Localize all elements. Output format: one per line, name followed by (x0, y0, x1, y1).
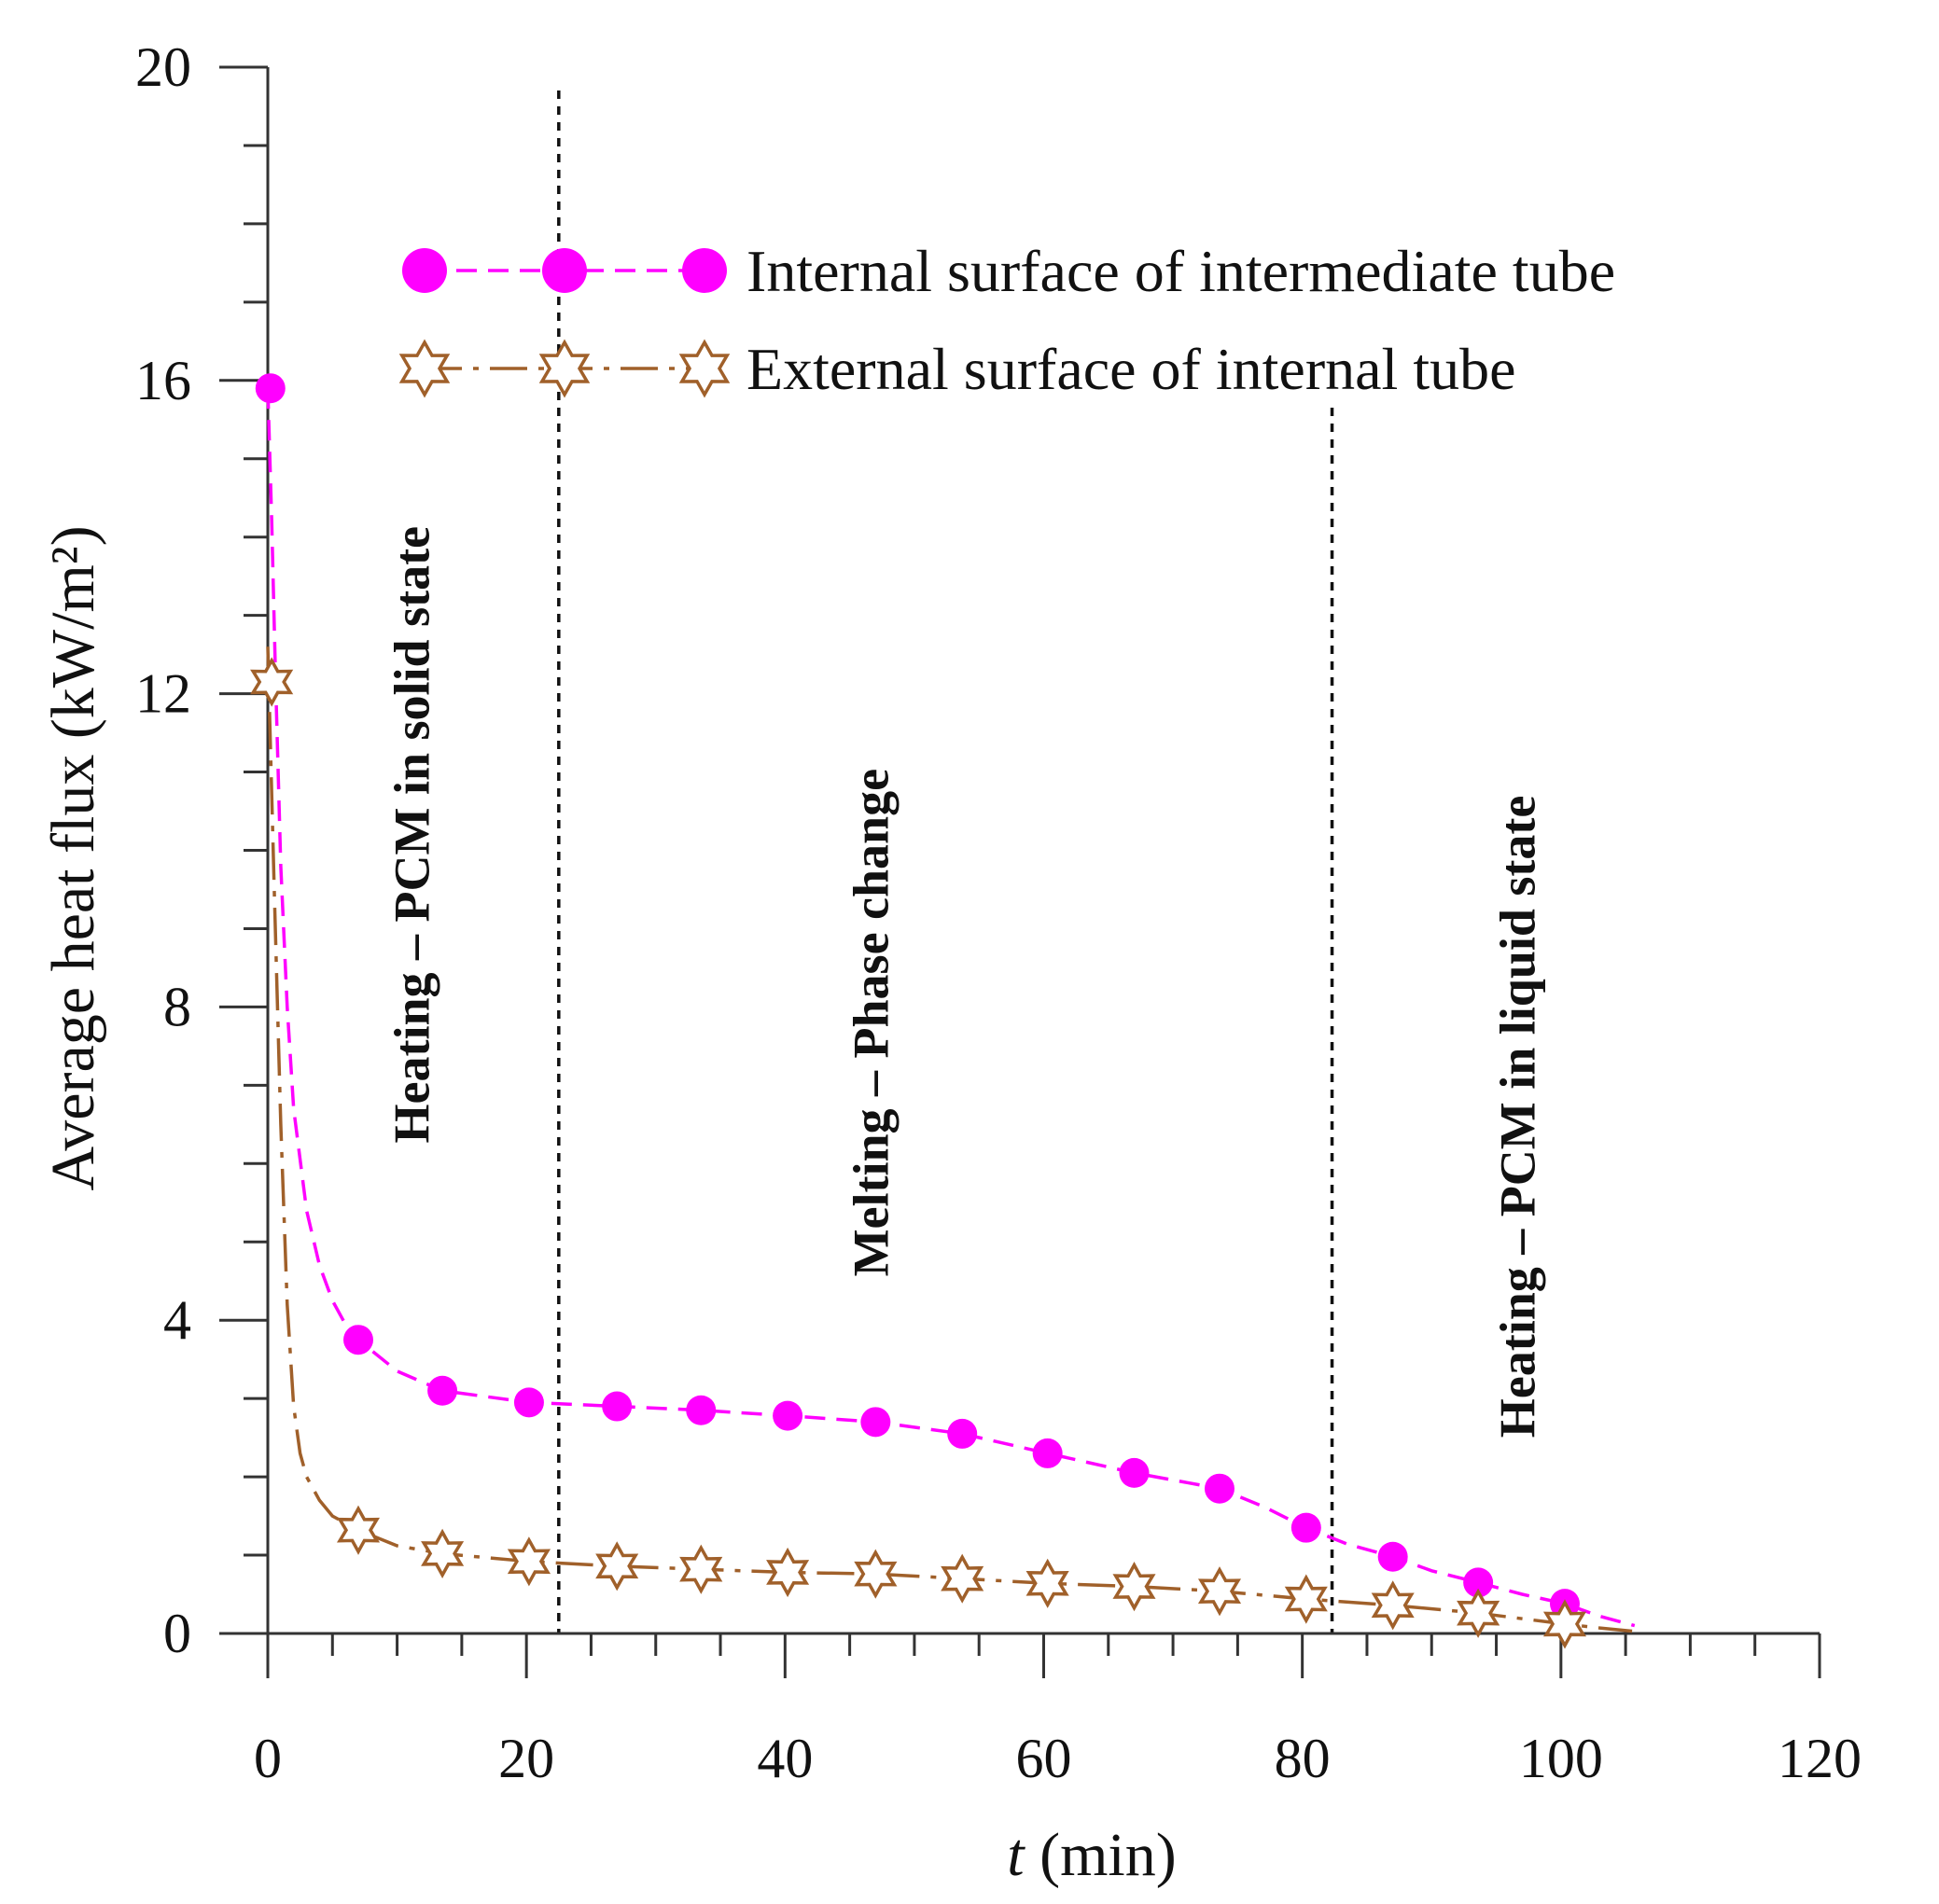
series-2-point (766, 1547, 810, 1598)
series-1-point (513, 1387, 544, 1418)
axes-layer: 0 20 40 60 80 100 120 0 4 8 12 16 20 t (min) Average h… (39, 36, 1862, 1889)
text-layer: Heating – PCM in solid state Melting – Ph… (384, 526, 1545, 1438)
legend-marker-1 (682, 248, 727, 293)
series-1-point (1290, 1512, 1321, 1543)
series-2-point (1112, 1561, 1156, 1612)
series-1-point (602, 1391, 633, 1422)
region-label-3: Heating – PCM in liquid state (1489, 796, 1545, 1438)
y-tick-label: 12 (135, 663, 191, 725)
x-tick-label: 100 (1519, 1728, 1603, 1789)
series-2-point (679, 1544, 723, 1594)
series-2-point (854, 1549, 898, 1599)
series-1-point (343, 1325, 374, 1355)
series-layer (250, 373, 1636, 1649)
legend-item-2: External surface of internal tube (398, 336, 1516, 402)
series-1-point (686, 1395, 717, 1425)
legend: Internal surface of intermediate tube Ext… (398, 238, 1615, 402)
series-1-point (1463, 1567, 1494, 1598)
series-2-point (336, 1505, 381, 1555)
series-1-point (1204, 1473, 1235, 1504)
series-1 (255, 373, 1636, 1628)
series-2-point (1542, 1599, 1587, 1649)
x-tick-label: 60 (1016, 1728, 1072, 1789)
series-1-point (1377, 1541, 1408, 1572)
series-2 (250, 646, 1633, 1649)
boundaries-layer (557, 90, 1334, 1633)
series-1-point (1032, 1438, 1063, 1468)
series-1-point (427, 1375, 458, 1406)
series-2-point (421, 1528, 465, 1579)
series-1-point (255, 373, 286, 404)
series-2-point (1197, 1566, 1242, 1617)
x-axis-title-variable: t (1007, 1821, 1025, 1889)
series-2-point (250, 657, 294, 707)
series-1-line (266, 388, 1636, 1628)
y-tick-label: 20 (135, 36, 191, 98)
legend-item-1: Internal surface of intermediate tube (402, 238, 1615, 304)
series-2-point (1025, 1558, 1069, 1608)
x-axis-title-unit: (min) (1025, 1821, 1177, 1889)
y-tick-label: 16 (135, 350, 191, 411)
series-2-point (507, 1536, 551, 1587)
legend-marker-2 (538, 339, 591, 398)
series-1-point (860, 1407, 891, 1438)
x-tick-label: 40 (757, 1728, 813, 1789)
legend-marker-1 (402, 248, 447, 293)
series-2-line (266, 646, 1633, 1633)
series-2-point (595, 1541, 639, 1591)
x-tick-label: 120 (1778, 1728, 1862, 1789)
y-axis-title: Average heat flux (kW/m²) (39, 525, 107, 1190)
x-tick-label: 20 (498, 1728, 554, 1789)
legend-marker-2 (678, 339, 731, 398)
x-tick-label: 80 (1275, 1728, 1331, 1789)
legend-label-1: Internal surface of intermediate tube (746, 238, 1615, 304)
region-label-2: Melting – Phase change (843, 769, 899, 1276)
region-label-1: Heating – PCM in solid state (384, 526, 439, 1143)
legend-marker-2 (398, 339, 451, 398)
series-1-point (1119, 1457, 1150, 1488)
y-tick-label: 8 (163, 976, 191, 1037)
x-tick-label: 0 (254, 1728, 282, 1789)
series-2-point (941, 1553, 984, 1604)
series-2-point (1371, 1580, 1415, 1631)
series-1-point (773, 1400, 803, 1431)
series-2-point (1457, 1588, 1500, 1638)
series-1-point (947, 1418, 978, 1449)
x-axis-title: t (min) (1007, 1821, 1176, 1889)
series-2-point (1284, 1574, 1328, 1624)
y-tick-label: 0 (163, 1603, 191, 1664)
legend-label-2: External surface of internal tube (746, 336, 1516, 402)
legend-marker-1 (542, 248, 587, 293)
y-tick-label: 4 (163, 1289, 191, 1351)
